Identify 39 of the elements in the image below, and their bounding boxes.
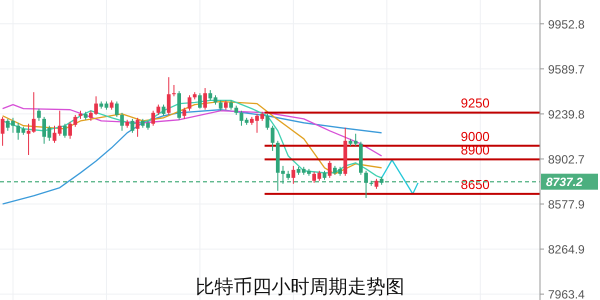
candlestick	[151, 110, 156, 126]
candlestick	[37, 108, 41, 122]
candlestick	[114, 100, 119, 118]
title: 比特币四小时周期走势图	[196, 277, 404, 298]
candlestick	[229, 100, 233, 110]
y-tick-label: 7963.4	[548, 288, 586, 300]
candlestick	[203, 88, 207, 110]
candlestick	[224, 100, 228, 110]
candlestick	[162, 104, 166, 116]
candlestick	[110, 100, 114, 110]
y-tick-label: 8902.7	[548, 152, 586, 166]
candlestick	[136, 117, 140, 138]
candlestick	[0, 116, 4, 146]
candlestick	[198, 92, 202, 110]
y-tick-label: 9952.8	[548, 17, 586, 32]
candlestick	[188, 94, 192, 112]
candlestick	[374, 178, 378, 190]
candlestick	[166, 76, 171, 116]
candlestick	[156, 104, 160, 116]
candlestick	[364, 170, 368, 198]
candlestick	[63, 123, 67, 138]
candlestick	[182, 107, 186, 120]
y-tick-label: 9589.7	[548, 62, 586, 76]
candlestick	[270, 125, 274, 152]
candlestick	[172, 84, 176, 97]
candlestick	[120, 112, 124, 132]
y-tick-label: 9239.8	[548, 107, 586, 122]
ref-line-label: 9250	[460, 96, 490, 111]
y-tick-label: 8577.9	[548, 198, 586, 212]
ref-line-label: 8650	[460, 176, 490, 192]
candlestick	[234, 105, 238, 116]
y-tick-label: 8264.9	[548, 242, 586, 257]
ref-line-label: 8737.2	[546, 175, 584, 190]
candlestick	[218, 100, 223, 112]
ref-line-label: 9000	[460, 128, 490, 144]
candlestick	[130, 118, 134, 134]
candlestick	[266, 113, 270, 130]
candlestick	[291, 165, 296, 184]
candlestick	[328, 160, 332, 178]
